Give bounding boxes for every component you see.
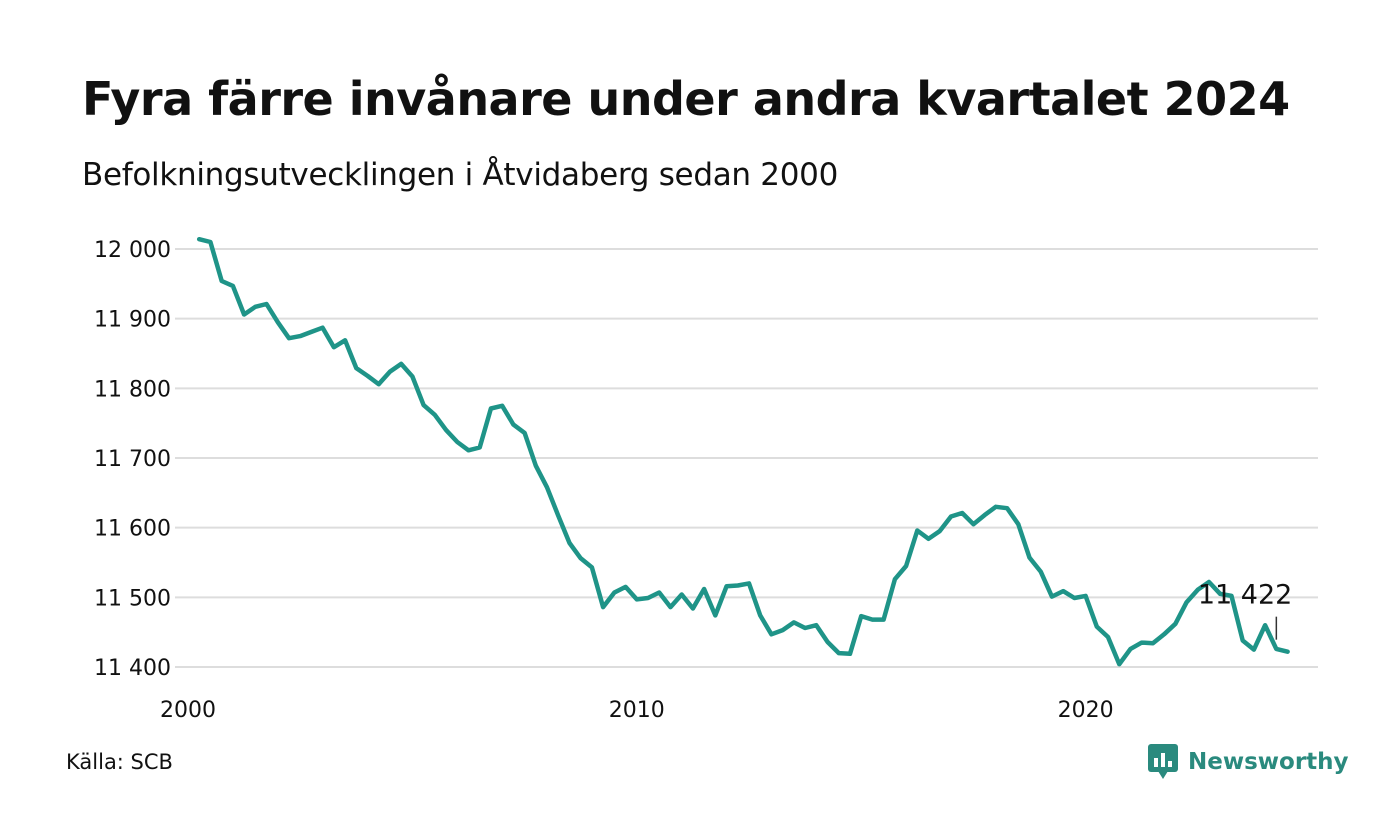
series-line bbox=[196, 236, 1290, 667]
chart-subtitle: Befolkningsutvecklingen i Åtvidaberg sed… bbox=[82, 157, 838, 193]
y-tick-label: 11 600 bbox=[94, 517, 171, 542]
series-layer bbox=[196, 236, 1290, 667]
y-tick-label: 11 500 bbox=[94, 586, 171, 611]
annotation-layer: 11 422 bbox=[1198, 580, 1292, 640]
annotation-label: 11 422 bbox=[1198, 580, 1292, 611]
brand-logo: Newsworthy bbox=[1148, 742, 1349, 782]
y-axis-labels: 11 400 11 500 11 600 11 700 11 800 11 900 12 0… bbox=[94, 238, 171, 681]
source-note: Källa: SCB bbox=[66, 750, 173, 774]
y-tick-label: 11 800 bbox=[94, 377, 171, 402]
chart-title: Fyra färre invånare under andra kvartale… bbox=[82, 72, 1290, 126]
x-tick-label: 2020 bbox=[1058, 698, 1114, 723]
y-tick-label: 12 000 bbox=[94, 238, 171, 263]
y-tick-label: 11 400 bbox=[94, 656, 171, 681]
brand-name: Newsworthy bbox=[1188, 749, 1349, 775]
x-axis-labels: 2000 2010 2020 bbox=[160, 698, 1114, 723]
y-tick-label: 11 900 bbox=[94, 308, 171, 333]
y-tick-label: 11 700 bbox=[94, 447, 171, 472]
x-tick-label: 2010 bbox=[609, 698, 665, 723]
bar-chart-speech-bubble-icon bbox=[1148, 744, 1178, 779]
gridlines bbox=[175, 248, 1318, 668]
x-tick-label: 2000 bbox=[160, 698, 216, 723]
